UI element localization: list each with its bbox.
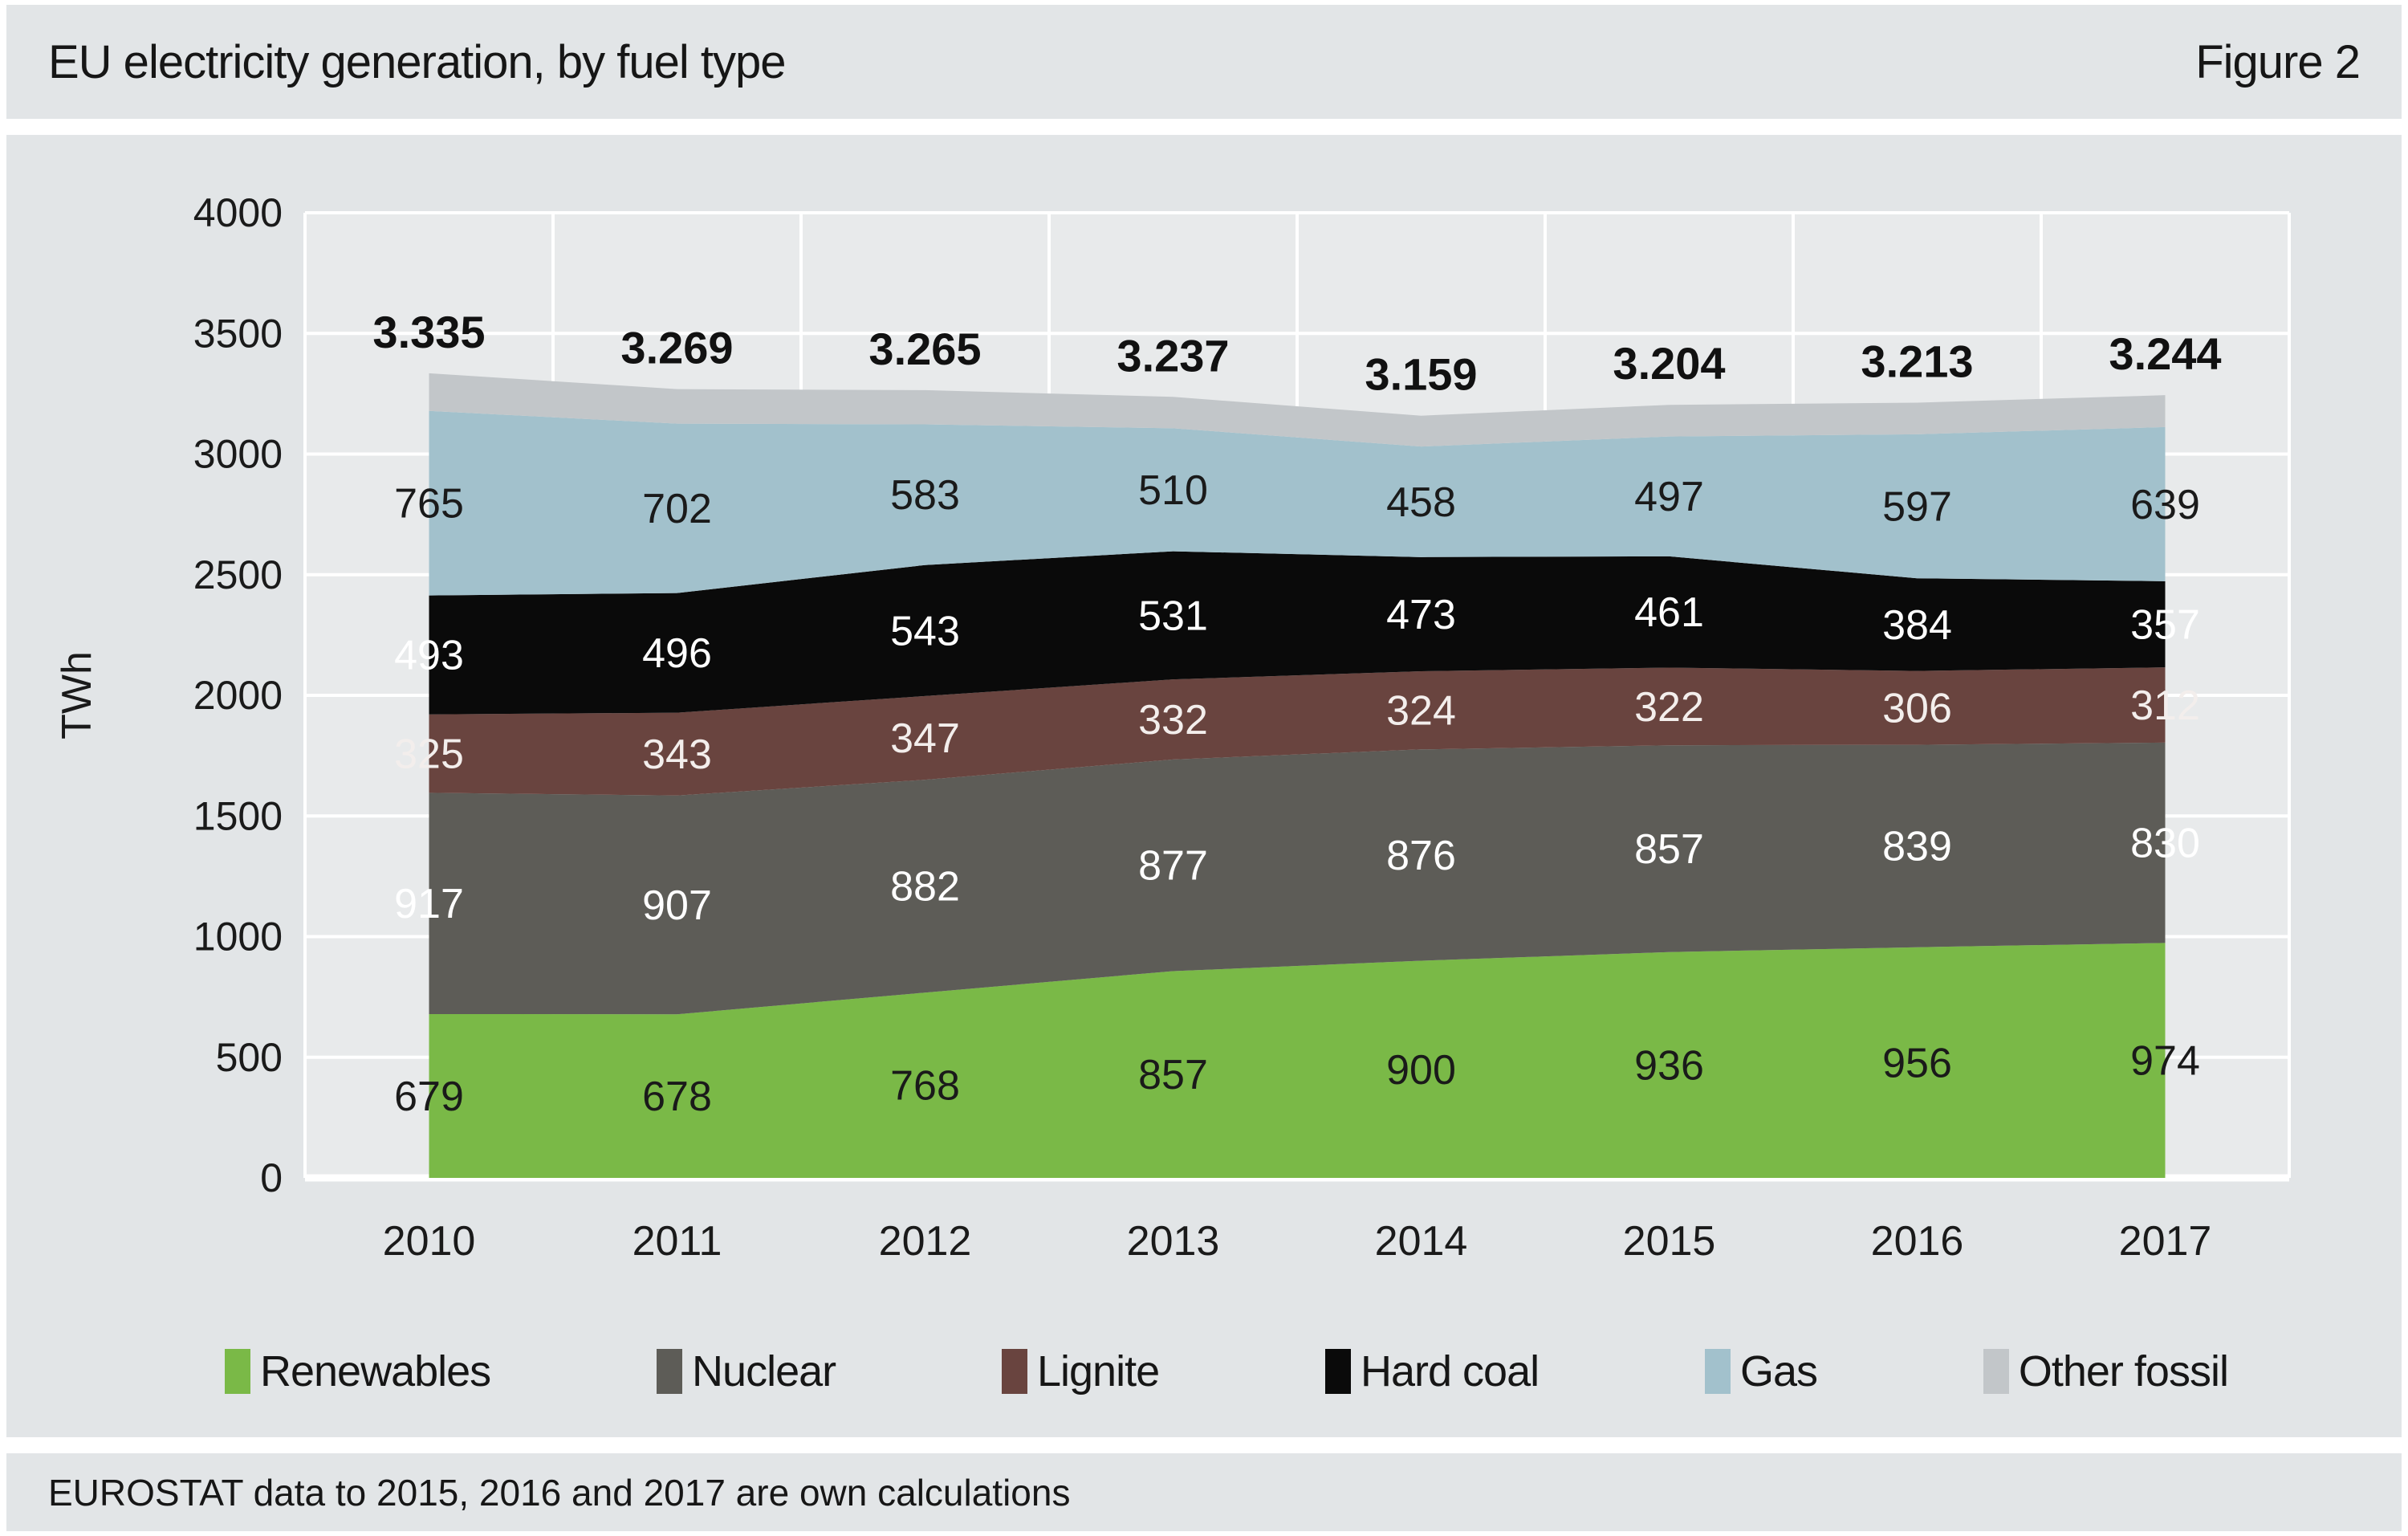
value-label-hard-coal-2010: 493 [394, 633, 464, 679]
legend-item-other-fossil: Other fossil [1983, 1347, 2229, 1396]
value-label-renewables-2010: 679 [394, 1074, 464, 1120]
legend-swatch-hard-coal [1324, 1349, 1351, 1394]
total-label-2012: 3.265 [868, 324, 981, 374]
xtick-label-2013: 2013 [1127, 1218, 1220, 1265]
legend-swatch-renewables [225, 1349, 250, 1394]
value-label-renewables-2014: 900 [1386, 1047, 1456, 1094]
total-label-2016: 3.213 [1861, 336, 1973, 386]
total-label-2013: 3.237 [1117, 330, 1229, 381]
legend-item-lignite: Lignite [1001, 1347, 1160, 1396]
legend-label-hard-coal: Hard coal [1360, 1347, 1540, 1395]
area-nuclear [429, 742, 2166, 1015]
ytick-label-1500: 1500 [193, 793, 283, 838]
xtick-label-2017: 2017 [2119, 1218, 2212, 1265]
total-label-2014: 3.159 [1365, 349, 1477, 400]
value-label-gas-2015: 497 [1634, 474, 1704, 520]
value-label-gas-2012: 583 [890, 472, 960, 519]
ytick-label-3000: 3000 [193, 432, 283, 477]
area-lignite [429, 667, 2166, 796]
value-label-hard-coal-2012: 543 [890, 608, 960, 654]
area-renewables [429, 943, 2166, 1178]
xtick-label-2010: 2010 [383, 1218, 476, 1265]
legend-item-hard-coal: Hard coal [1324, 1347, 1540, 1396]
value-label-nuclear-2015: 857 [1634, 826, 1704, 873]
area-other-fossil [429, 373, 2166, 447]
value-label-gas-2011: 702 [642, 486, 712, 532]
total-label-2010: 3.335 [372, 307, 485, 357]
value-label-hard-coal-2016: 384 [1882, 602, 1952, 649]
source-note: EUROSTAT data to 2015, 2016 and 2017 are… [48, 1471, 1071, 1514]
page-title: EU electricity generation, by fuel type [48, 35, 786, 88]
legend-item-gas: Gas [1704, 1347, 1818, 1396]
figure-number-label: Figure 2 [2195, 35, 2361, 88]
xtick-label-2014: 2014 [1375, 1218, 1468, 1265]
xtick-label-2015: 2015 [1623, 1218, 1716, 1265]
value-label-hard-coal-2013: 531 [1138, 593, 1208, 639]
value-label-lignite-2014: 324 [1386, 688, 1456, 735]
value-label-lignite-2013: 332 [1138, 697, 1208, 744]
y-axis-title: TWh [54, 651, 100, 739]
ytick-label-2000: 2000 [193, 673, 283, 718]
value-label-lignite-2012: 347 [890, 715, 960, 762]
value-label-lignite-2016: 306 [1882, 686, 1952, 732]
area-hard-coal [429, 551, 2166, 715]
value-label-hard-coal-2014: 473 [1386, 592, 1456, 638]
ytick-label-1000: 1000 [193, 915, 283, 959]
value-label-nuclear-2013: 877 [1138, 843, 1208, 890]
xtick-label-2016: 2016 [1871, 1218, 1964, 1265]
footer: EUROSTAT data to 2015, 2016 and 2017 are… [6, 1453, 2402, 1531]
total-label-2015: 3.204 [1613, 338, 1725, 389]
value-label-gas-2017: 639 [2130, 482, 2200, 528]
legend: Renewables Nuclear Lignite Hard coal Gas Othe… [225, 1338, 2229, 1405]
legend-label-other-fossil: Other fossil [2018, 1347, 2229, 1395]
header: EU electricity generation, by fuel type … [6, 5, 2402, 119]
value-label-renewables-2016: 956 [1882, 1040, 1952, 1086]
value-label-nuclear-2016: 839 [1882, 824, 1952, 870]
ytick-label-4000: 4000 [193, 190, 283, 235]
value-label-nuclear-2012: 882 [890, 864, 960, 911]
value-label-nuclear-2014: 876 [1386, 833, 1456, 879]
value-label-gas-2013: 510 [1138, 467, 1208, 514]
ytick-label-0: 0 [260, 1155, 283, 1200]
value-label-gas-2010: 765 [394, 481, 464, 528]
legend-label-renewables: Renewables [260, 1347, 491, 1395]
legend-swatch-gas [1704, 1349, 1731, 1394]
legend-label-lignite: Lignite [1036, 1347, 1160, 1395]
value-label-nuclear-2010: 917 [394, 881, 464, 927]
ytick-label-2500: 2500 [193, 552, 283, 597]
value-label-hard-coal-2017: 357 [2130, 602, 2200, 649]
legend-label-gas: Gas [1739, 1347, 1818, 1395]
value-label-renewables-2017: 974 [2130, 1038, 2200, 1085]
value-label-lignite-2017: 312 [2130, 682, 2200, 729]
legend-item-renewables: Renewables [225, 1347, 491, 1396]
value-label-lignite-2011: 343 [642, 731, 712, 778]
legend-swatch-other-fossil [1983, 1349, 2009, 1394]
ytick-label-500: 500 [216, 1035, 283, 1080]
value-label-hard-coal-2015: 461 [1634, 589, 1704, 636]
value-label-lignite-2015: 322 [1634, 684, 1704, 731]
legend-item-nuclear: Nuclear [657, 1347, 836, 1396]
value-label-renewables-2013: 857 [1138, 1052, 1208, 1098]
total-label-2011: 3.269 [620, 323, 733, 373]
value-label-renewables-2011: 678 [642, 1074, 712, 1120]
value-label-lignite-2010: 325 [394, 731, 464, 778]
value-label-renewables-2012: 768 [890, 1063, 960, 1110]
area-gas [429, 410, 2166, 596]
value-label-gas-2014: 458 [1386, 479, 1456, 526]
xtick-label-2011: 2011 [633, 1218, 722, 1265]
value-label-renewables-2015: 936 [1634, 1042, 1704, 1089]
stacked-area-chart: 0 500 1000 1500 2000 2500 3000 3500 4000 679 678 76… [193, 190, 2291, 1265]
legend-swatch-lignite [1001, 1349, 1027, 1394]
total-label-2017: 3.244 [2109, 328, 2221, 379]
legend-label-nuclear: Nuclear [692, 1347, 836, 1395]
chart-area: 0 500 1000 1500 2000 2500 3000 3500 4000 679 678 76… [6, 135, 2402, 1437]
ytick-label-3500: 3500 [193, 311, 283, 356]
legend-swatch-nuclear [657, 1349, 683, 1394]
value-label-gas-2016: 597 [1882, 484, 1952, 531]
value-label-nuclear-2011: 907 [642, 882, 712, 929]
xtick-label-2012: 2012 [879, 1218, 972, 1265]
value-label-hard-coal-2011: 496 [642, 630, 712, 677]
value-label-nuclear-2017: 830 [2130, 821, 2200, 867]
